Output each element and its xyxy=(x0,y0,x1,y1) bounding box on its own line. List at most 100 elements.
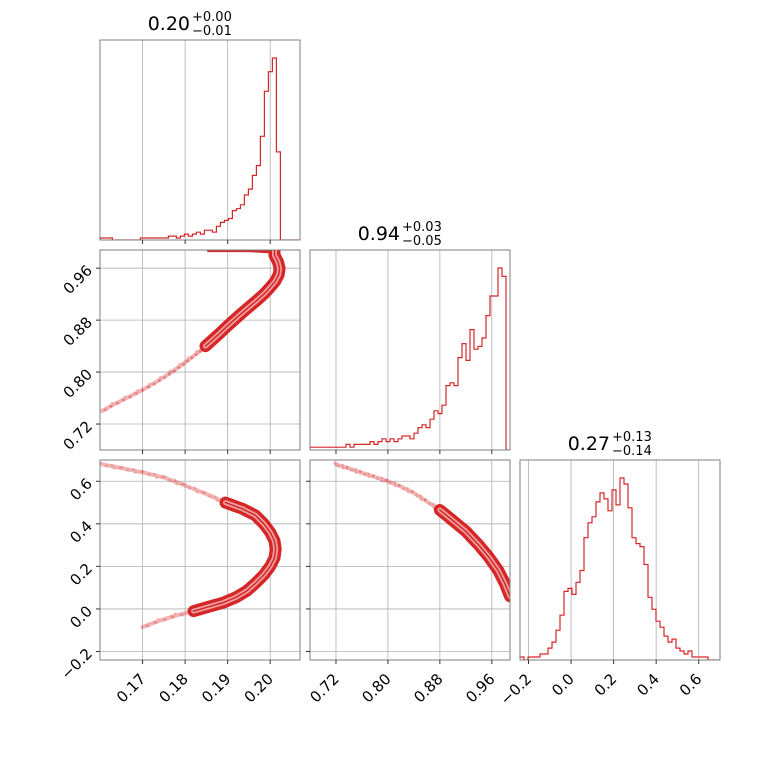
sample-point xyxy=(215,499,219,503)
panel-title: 0.94 +0.03−0.05 xyxy=(358,220,442,249)
x-tick-label-2: 0.19 xyxy=(198,670,234,706)
histogram-line-2 xyxy=(520,477,720,660)
x-tick-label-0: 0.72 xyxy=(306,670,342,706)
panel-frame xyxy=(99,39,301,241)
sample-point xyxy=(397,484,401,487)
sample-point xyxy=(146,385,150,389)
sample-point xyxy=(170,615,173,618)
sample-point xyxy=(173,369,176,373)
hist-panel-1: 0.94 +0.03−0.05 xyxy=(309,220,511,454)
sample-point xyxy=(171,615,175,619)
sample-point xyxy=(129,395,133,399)
sample-point xyxy=(371,474,375,477)
density-contour-outer xyxy=(187,496,282,618)
sample-point xyxy=(126,468,130,472)
density-contour-outer xyxy=(199,250,286,353)
sample-point xyxy=(147,624,151,628)
sample-point xyxy=(128,395,132,399)
density-ridge-outer xyxy=(100,462,278,629)
sample-point xyxy=(141,389,145,392)
sample-point xyxy=(177,366,181,369)
plot-area xyxy=(100,250,286,413)
sample-point xyxy=(168,479,172,482)
sample-point xyxy=(109,404,112,408)
sample-point xyxy=(140,388,144,392)
y-tick-label-4: 0.6 xyxy=(66,475,96,505)
title-plus: +0.03 xyxy=(402,220,442,235)
sample-point xyxy=(188,486,191,490)
sample-point xyxy=(203,491,207,494)
x-tick-label-1: 0.80 xyxy=(358,670,394,706)
sample-point xyxy=(147,473,151,476)
y-tick-label-3: 0.4 xyxy=(66,517,96,547)
histogram-line-1 xyxy=(310,267,510,450)
sample-point xyxy=(155,476,159,479)
sample-point xyxy=(190,356,194,360)
sample-point xyxy=(341,467,345,470)
x-tick-label-3: 0.96 xyxy=(462,670,498,706)
density-contour-core xyxy=(192,501,277,612)
sample-point xyxy=(153,382,156,386)
sample-point xyxy=(393,481,397,484)
sample-point xyxy=(147,385,151,389)
sample-point xyxy=(193,486,197,490)
sample-point xyxy=(167,372,171,376)
plot-area xyxy=(100,57,300,240)
sample-point xyxy=(341,463,345,467)
sample-point xyxy=(136,388,139,392)
sample-point xyxy=(105,464,108,468)
sample-point xyxy=(173,612,177,616)
title-plus: +0.00 xyxy=(192,10,232,25)
sample-point xyxy=(190,356,194,360)
sample-point xyxy=(358,469,362,473)
sample-point xyxy=(158,379,162,383)
sample-point xyxy=(168,372,171,376)
sample-point xyxy=(180,482,184,486)
sample-point xyxy=(122,398,126,402)
sample-point xyxy=(419,494,423,497)
sample-point xyxy=(354,468,358,471)
sample-point xyxy=(367,475,371,479)
sample-point xyxy=(358,470,362,474)
plot-area xyxy=(520,477,720,660)
sample-point xyxy=(116,402,120,405)
y-tick-label-2: 0.88 xyxy=(60,313,96,349)
y-tick-label-1: 0.80 xyxy=(60,365,96,401)
sample-point xyxy=(410,490,414,494)
sample-point xyxy=(410,490,414,493)
title-minus: −0.01 xyxy=(192,24,232,39)
sample-point xyxy=(163,475,166,478)
scatter-panel-0: 0.72 0.80 0.88 0.96 xyxy=(60,249,301,454)
sample-point xyxy=(333,461,336,465)
sample-point xyxy=(148,382,151,385)
sample-point xyxy=(406,486,410,490)
sample-point xyxy=(168,369,172,372)
sample-point xyxy=(135,392,139,396)
sample-point xyxy=(345,466,349,470)
sample-point xyxy=(182,482,185,486)
sample-point xyxy=(123,395,127,398)
x-tick-label-3: 0.20 xyxy=(241,670,277,706)
sample-point xyxy=(201,490,205,494)
sample-point xyxy=(173,478,177,482)
density-contour-core xyxy=(204,250,281,347)
scatter-panel-2: 0.72 0.80 0.88 0.96 xyxy=(306,459,511,706)
sample-point xyxy=(423,498,427,502)
sample-point xyxy=(182,363,185,366)
sample-point xyxy=(175,482,179,486)
title-minus: −0.14 xyxy=(612,444,652,459)
sample-point xyxy=(104,408,108,412)
sample-point xyxy=(380,476,384,480)
sample-point xyxy=(214,495,218,498)
x-tick-label-4: 0.6 xyxy=(676,670,706,700)
sample-point xyxy=(186,359,190,363)
sample-point xyxy=(182,362,185,366)
x-tick-label-2: 0.88 xyxy=(410,670,446,706)
sample-point xyxy=(112,467,116,470)
panel-frame xyxy=(99,249,301,451)
sample-point xyxy=(110,463,114,467)
sample-point xyxy=(157,379,161,382)
plot-area xyxy=(333,461,510,603)
density-cap xyxy=(207,250,272,254)
